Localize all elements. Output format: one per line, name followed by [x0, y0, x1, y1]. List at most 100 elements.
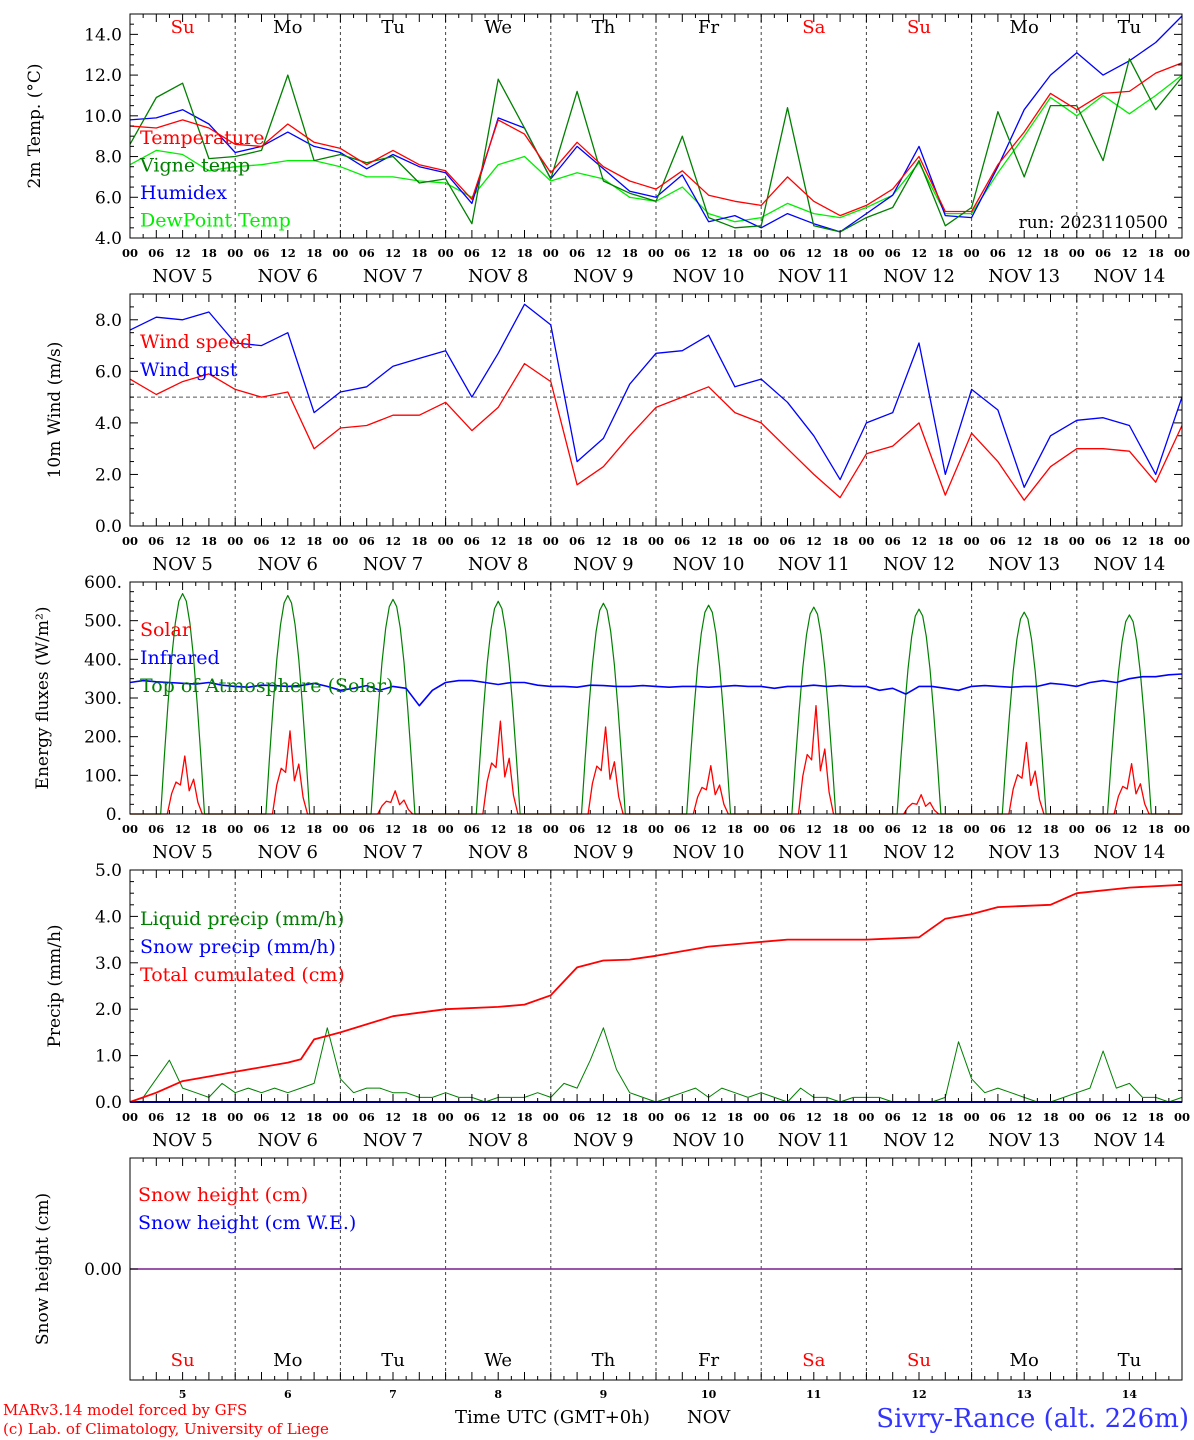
hour-tick-label: 00: [964, 822, 980, 836]
footer-credit-2: (c) Lab. of Climatology, University of L…: [3, 1420, 329, 1438]
date-label: NOV 13: [988, 554, 1060, 575]
y-tick-label: 300.: [84, 689, 122, 709]
hour-tick-label: 18: [727, 822, 743, 836]
date-label: NOV 8: [468, 1130, 528, 1151]
date-label: NOV 7: [363, 842, 423, 863]
date-label: NOV 9: [573, 842, 633, 863]
hour-tick-label: 06: [779, 534, 795, 548]
hour-tick-label: 12: [1016, 534, 1032, 548]
hour-tick-label: 06: [674, 246, 690, 260]
hour-tick-label: 00: [122, 534, 138, 548]
hour-tick-label: 00: [753, 534, 769, 548]
weekday-label: Mo: [273, 17, 302, 38]
hour-tick-label: 18: [727, 534, 743, 548]
hour-tick-label: 00: [753, 1110, 769, 1124]
y-tick-label: 2.0: [95, 1000, 122, 1020]
hour-tick-label: 06: [464, 1110, 480, 1124]
hour-tick-label: 00: [543, 1110, 559, 1124]
hour-tick-label: 00: [227, 246, 243, 260]
date-label: NOV 7: [363, 554, 423, 575]
date-label: NOV 5: [152, 266, 212, 287]
hour-tick-label: 06: [253, 1110, 269, 1124]
hour-tick-label: 18: [1042, 534, 1058, 548]
hour-tick-label: 06: [253, 246, 269, 260]
hour-tick-label: 06: [148, 822, 164, 836]
hour-tick-label: 12: [806, 822, 822, 836]
weekday-label: Th: [592, 1350, 616, 1371]
hour-tick-label: 12: [701, 246, 717, 260]
hour-tick-label: 06: [359, 246, 375, 260]
hour-tick-label: 18: [832, 1110, 848, 1124]
hour-tick-label: 00: [332, 822, 348, 836]
hour-tick-label: 06: [779, 246, 795, 260]
date-label: NOV 6: [258, 1130, 318, 1151]
hour-tick-label: 12: [701, 1110, 717, 1124]
hour-tick-label: 00: [1069, 246, 1085, 260]
hour-tick-label: 06: [569, 246, 585, 260]
date-number-label: 14: [1122, 1388, 1138, 1401]
hour-tick-label: 18: [201, 822, 217, 836]
hour-tick-label: 12: [911, 1110, 927, 1124]
date-label: NOV 11: [778, 266, 850, 287]
date-label: NOV 5: [152, 554, 212, 575]
hour-tick-label: 18: [201, 1110, 217, 1124]
hour-tick-label: 06: [779, 822, 795, 836]
hour-tick-label: 00: [438, 822, 454, 836]
legend-entry: Humidex: [140, 182, 227, 204]
hour-tick-label: 06: [779, 1110, 795, 1124]
date-number-label: 8: [494, 1388, 502, 1401]
hour-tick-label: 18: [937, 534, 953, 548]
legend-entry: Liquid precip (mm/h): [140, 908, 344, 930]
legend-entry: Top of Atmosphere (Solar): [140, 675, 393, 697]
hour-tick-label: 12: [280, 246, 296, 260]
y-axis-label: Precip (mm/h): [45, 924, 65, 1047]
hour-tick-label: 06: [1095, 534, 1111, 548]
hour-tick-label: 12: [1016, 246, 1032, 260]
hour-tick-label: 18: [411, 1110, 427, 1124]
hour-tick-label: 18: [832, 822, 848, 836]
hour-tick-label: 06: [885, 822, 901, 836]
date-label: NOV 8: [468, 842, 528, 863]
hour-tick-label: 00: [858, 1110, 874, 1124]
hour-tick-label: 00: [648, 822, 664, 836]
hour-tick-label: 12: [595, 534, 611, 548]
hour-tick-label: 12: [1121, 1110, 1137, 1124]
date-label: NOV 12: [883, 1130, 955, 1151]
run-label: run: 2023110500: [1019, 213, 1168, 233]
hour-tick-label: 18: [1148, 534, 1164, 548]
hour-tick-label: 12: [595, 1110, 611, 1124]
y-tick-label: 600.: [84, 573, 122, 593]
frame-layer: [129, 13, 1183, 1381]
y-tick-label: 0.00: [84, 1260, 122, 1280]
text-layer: 00 06 12 18 00 06 12 18 00 06 12 18 00 06 12 18 00 06 12 18…: [25, 17, 1190, 1401]
hour-tick-label: 18: [306, 822, 322, 836]
y-tick-label: 4.0: [95, 229, 122, 249]
hour-tick-label: 06: [464, 534, 480, 548]
hour-tick-label: 00: [332, 1110, 348, 1124]
hour-tick-label: 00: [648, 534, 664, 548]
hour-tick-label: 12: [175, 246, 191, 260]
date-label: NOV 5: [152, 1130, 212, 1151]
y-tick-label: 10.0: [84, 107, 122, 127]
date-label: NOV 12: [883, 554, 955, 575]
weekday-label: Sa: [802, 1350, 825, 1371]
hour-tick-label: 12: [175, 534, 191, 548]
temp-series-line: [129, 15, 1183, 233]
date-label: NOV 6: [258, 266, 318, 287]
hour-tick-label: 00: [227, 534, 243, 548]
hour-tick-label: 00: [332, 534, 348, 548]
hour-tick-label: 12: [806, 1110, 822, 1124]
hour-tick-label: 18: [622, 246, 638, 260]
legend-entry: Wind gust: [140, 359, 238, 381]
hour-tick-label: 00: [227, 1110, 243, 1124]
date-label: NOV 12: [883, 266, 955, 287]
date-label: NOV 14: [1093, 1130, 1165, 1151]
hour-tick-label: 06: [569, 822, 585, 836]
hour-tick-label: 12: [385, 1110, 401, 1124]
legend-entry: Total cumulated (cm): [140, 964, 345, 986]
hour-tick-label: 12: [490, 246, 506, 260]
wind-series-line: [129, 303, 1183, 488]
date-label: NOV 7: [363, 1130, 423, 1151]
date-label: NOV 6: [258, 842, 318, 863]
